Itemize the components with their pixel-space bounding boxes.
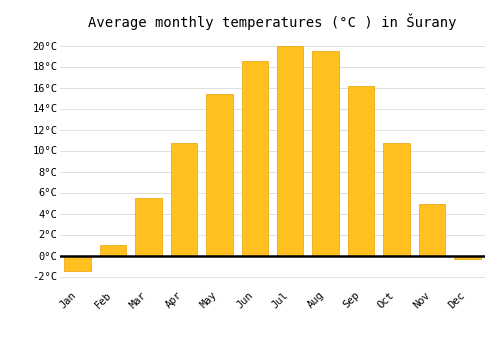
Bar (100, 245, 126, 255)
Bar (206, 94, 233, 256)
Bar (170, 143, 197, 256)
Bar (277, 46, 303, 256)
Bar (312, 51, 339, 256)
Bar (418, 204, 445, 256)
Bar (242, 61, 268, 255)
Title: Average monthly temperatures (°C ) in Šurany: Average monthly temperatures (°C ) in Šu… (88, 13, 457, 30)
Bar (383, 143, 409, 256)
Bar (136, 198, 162, 256)
Bar (348, 86, 374, 256)
Bar (64, 256, 91, 271)
Bar (454, 256, 480, 259)
